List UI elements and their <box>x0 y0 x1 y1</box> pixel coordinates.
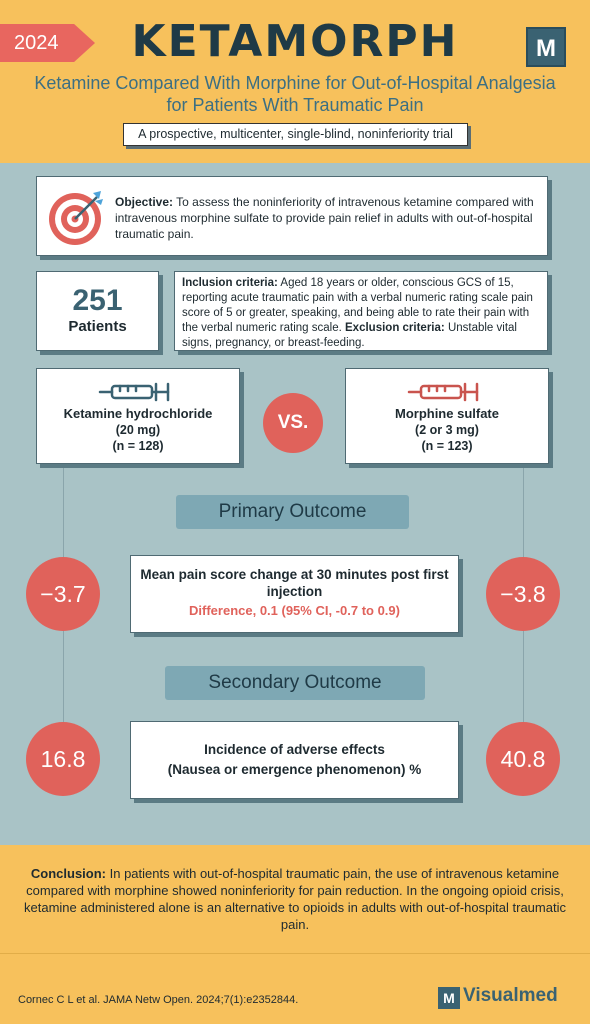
subtitle-line-1: Ketamine Compared With Morphine for Out-… <box>34 73 556 93</box>
conclusion-label: Conclusion: <box>30 866 106 881</box>
visualmed-logo-icon: M <box>438 987 460 1009</box>
objective-card: Objective: To assess the noninferiority … <box>36 176 548 256</box>
morphine-primary-value: −3.8 <box>486 557 560 631</box>
ketamine-arm-n: (n = 128) <box>112 439 164 453</box>
page-title: KETAMORPH <box>131 16 459 67</box>
subtitle: Ketamine Compared With Morphine for Out-… <box>20 72 570 116</box>
footer: Cornec C L et al. JAMA Netw Open. 2024;7… <box>0 953 590 1024</box>
secondary-outcome-title: Incidence of adverse effects (Nausea or … <box>131 740 458 780</box>
inclusion-label: Inclusion criteria: <box>182 277 278 289</box>
primary-outcome-label: Primary Outcome <box>176 495 409 529</box>
criteria-text: Inclusion criteria: Aged 18 years or old… <box>182 276 541 351</box>
ketamine-arm-dose: (20 mg) <box>115 423 161 437</box>
vs-badge: VS. <box>263 393 323 453</box>
secondary-outcome-label: Secondary Outcome <box>165 666 425 700</box>
primary-outcome-title: Mean pain score change at 30 minutes pos… <box>140 567 449 599</box>
ketamine-secondary-value: 16.8 <box>26 722 100 796</box>
subtitle-line-2: for Patients With Traumatic Pain <box>166 95 424 115</box>
secondary-outcome-card: Incidence of adverse effects (Nausea or … <box>130 721 459 799</box>
brand-logo: M <box>526 27 566 67</box>
visualmed-brand-name: Visualmed <box>463 985 558 1006</box>
header-banner: 2024 KETAMORPH M Ketamine Compared With … <box>0 0 590 163</box>
conclusion-section: Conclusion: In patients with out-of-hosp… <box>0 845 590 953</box>
syringe-icon <box>407 382 479 402</box>
morphine-secondary-value: 40.8 <box>486 722 560 796</box>
secondary-title-line-1: Incidence of adverse effects <box>204 742 385 757</box>
secondary-title-line-2: (Nausea or emergence phenomenon) % <box>167 762 422 777</box>
inclusion-text: Aged 18 years or older, conscious GCS of… <box>182 277 533 334</box>
patients-card: 251 Patients <box>36 271 159 351</box>
criteria-card: Inclusion criteria: Aged 18 years or old… <box>174 271 548 351</box>
conclusion-text: In patients with out-of-hospital traumat… <box>24 866 566 932</box>
target-icon <box>49 191 103 245</box>
ketamine-arm-card: Ketamine hydrochloride (20 mg) (n = 128) <box>36 368 240 464</box>
ketamine-primary-value: −3.7 <box>26 557 100 631</box>
objective-text: Objective: To assess the noninferiority … <box>115 194 537 242</box>
trial-type-label: A prospective, multicenter, single-blind… <box>123 123 468 146</box>
objective-label: Objective: <box>115 195 174 209</box>
objective-body: To assess the noninferiority of intraven… <box>115 195 534 241</box>
ketamine-arm-name: Ketamine hydrochloride <box>63 406 213 421</box>
exclusion-text: Unstable vital signs, pregnancy, or brea… <box>182 322 517 349</box>
patient-label: Patients <box>68 318 127 335</box>
syringe-icon <box>98 382 170 402</box>
primary-outcome-difference: Difference, 0.1 (95% CI, -0.7 to 0.9) <box>189 603 400 618</box>
morphine-arm-dose: (2 or 3 mg) <box>415 423 479 437</box>
morphine-arm-name: Morphine sulfate <box>394 406 499 421</box>
exclusion-label: Exclusion criteria: <box>345 322 445 334</box>
primary-outcome-card: Mean pain score change at 30 minutes pos… <box>130 555 459 633</box>
year-tag: 2024 <box>0 24 95 62</box>
patient-count: 251 <box>72 284 123 317</box>
citation: Cornec C L et al. JAMA Netw Open. 2024;7… <box>18 994 299 1006</box>
morphine-arm-card: Morphine sulfate (2 or 3 mg) (n = 123) <box>345 368 549 464</box>
morphine-arm-n: (n = 123) <box>421 439 473 453</box>
